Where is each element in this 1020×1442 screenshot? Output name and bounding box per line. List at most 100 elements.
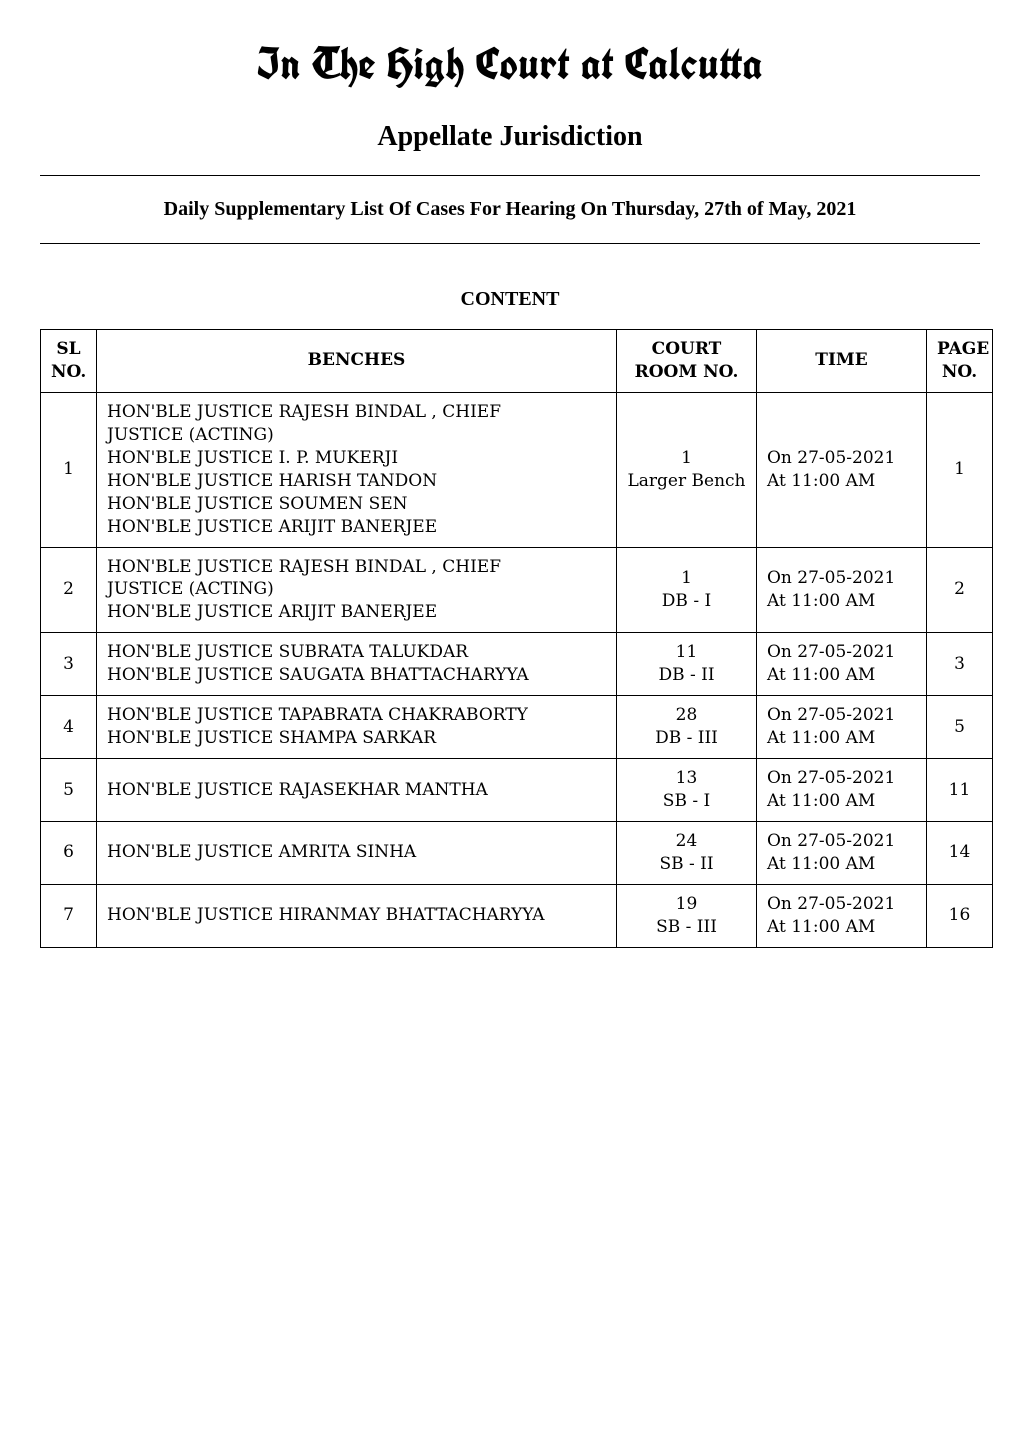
time-line: At 11:00 AM: [767, 591, 875, 611]
bench-line: HON'BLE JUSTICE HIRANMAY BHATTACHARYYA: [107, 905, 544, 925]
col-header-room-l2: ROOM NO.: [635, 362, 739, 382]
time-line: On 27-05-2021: [767, 705, 895, 725]
benches-table: SL NO. BENCHES COURT ROOM NO. TIME PAGE …: [40, 329, 993, 948]
cell-room: 11 DB - II: [617, 633, 757, 696]
col-header-time: TIME: [757, 330, 927, 393]
room-line: 11: [676, 642, 698, 662]
table-row: 6 HON'BLE JUSTICE AMRITA SINHA 24 SB - I…: [41, 821, 993, 884]
cell-room: 13 SB - I: [617, 759, 757, 822]
cell-time: On 27-05-2021 At 11:00 AM: [757, 633, 927, 696]
time-line: At 11:00 AM: [767, 791, 875, 811]
cell-bench: HON'BLE JUSTICE TAPABRATA CHAKRABORTY HO…: [97, 696, 617, 759]
room-line: 1: [681, 448, 692, 468]
room-line: Larger Bench: [628, 471, 746, 491]
room-line: DB - II: [658, 665, 714, 685]
cell-page: 5: [927, 696, 993, 759]
cell-page: 16: [927, 884, 993, 947]
rule-top: [40, 175, 980, 176]
bench-line: HON'BLE JUSTICE ARIJIT BANERJEE: [107, 602, 437, 622]
cell-sl: 5: [41, 759, 97, 822]
room-line: DB - III: [655, 728, 718, 748]
cell-room: 19 SB - III: [617, 884, 757, 947]
bench-line: HON'BLE JUSTICE RAJESH BINDAL , CHIEF: [107, 402, 501, 422]
rule-bottom: [40, 243, 980, 244]
col-header-benches: BENCHES: [97, 330, 617, 393]
room-line: SB - III: [656, 917, 717, 937]
table-row: 7 HON'BLE JUSTICE HIRANMAY BHATTACHARYYA…: [41, 884, 993, 947]
time-line: On 27-05-2021: [767, 768, 895, 788]
time-line: At 11:00 AM: [767, 728, 875, 748]
jurisdiction-subtitle: Appellate Jurisdiction: [40, 121, 980, 153]
cell-bench: HON'BLE JUSTICE RAJESH BINDAL , CHIEF JU…: [97, 547, 617, 633]
table-row: 3 HON'BLE JUSTICE SUBRATA TALUKDAR HON'B…: [41, 633, 993, 696]
bench-line: HON'BLE JUSTICE SUBRATA TALUKDAR: [107, 642, 468, 662]
daily-supplementary-line: Daily Supplementary List Of Cases For He…: [40, 198, 980, 221]
table-row: 2 HON'BLE JUSTICE RAJESH BINDAL , CHIEF …: [41, 547, 993, 633]
masthead-title: In The High Court at Calcutta: [40, 36, 980, 93]
cell-bench: HON'BLE JUSTICE RAJASEKHAR MANTHA: [97, 759, 617, 822]
cell-bench: HON'BLE JUSTICE AMRITA SINHA: [97, 821, 617, 884]
cell-sl: 1: [41, 392, 97, 547]
col-header-page-l2: NO.: [942, 362, 977, 382]
content-heading: CONTENT: [40, 288, 980, 311]
col-header-page-l1: PAGE: [937, 339, 989, 359]
cell-bench: HON'BLE JUSTICE RAJESH BINDAL , CHIEF JU…: [97, 392, 617, 547]
cell-room: 1 DB - I: [617, 547, 757, 633]
time-line: On 27-05-2021: [767, 894, 895, 914]
room-line: 24: [676, 831, 698, 851]
bench-line: HON'BLE JUSTICE HARISH TANDON: [107, 471, 437, 491]
bench-line: HON'BLE JUSTICE SOUMEN SEN: [107, 494, 408, 514]
cell-page: 2: [927, 547, 993, 633]
room-line: SB - II: [659, 854, 713, 874]
cell-time: On 27-05-2021 At 11:00 AM: [757, 392, 927, 547]
table-header-row: SL NO. BENCHES COURT ROOM NO. TIME PAGE …: [41, 330, 993, 393]
time-line: At 11:00 AM: [767, 917, 875, 937]
time-line: On 27-05-2021: [767, 448, 895, 468]
bench-line: HON'BLE JUSTICE RAJASEKHAR MANTHA: [107, 780, 488, 800]
time-line: On 27-05-2021: [767, 568, 895, 588]
cell-room: 28 DB - III: [617, 696, 757, 759]
cell-page: 11: [927, 759, 993, 822]
time-line: On 27-05-2021: [767, 831, 895, 851]
cell-sl: 2: [41, 547, 97, 633]
col-header-sl: SL NO.: [41, 330, 97, 393]
time-line: On 27-05-2021: [767, 642, 895, 662]
bench-line: HON'BLE JUSTICE SAUGATA BHATTACHARYYA: [107, 665, 529, 685]
room-line: 19: [676, 894, 698, 914]
col-header-room-l1: COURT: [652, 339, 722, 359]
col-header-sl-l2: NO.: [51, 362, 86, 382]
bench-line: HON'BLE JUSTICE RAJESH BINDAL , CHIEF: [107, 557, 501, 577]
bench-line: HON'BLE JUSTICE SHAMPA SARKAR: [107, 728, 436, 748]
table-row: 4 HON'BLE JUSTICE TAPABRATA CHAKRABORTY …: [41, 696, 993, 759]
cell-page: 14: [927, 821, 993, 884]
col-header-court-room: COURT ROOM NO.: [617, 330, 757, 393]
room-line: SB - I: [663, 791, 710, 811]
room-line: 1: [681, 568, 692, 588]
bench-line: HON'BLE JUSTICE TAPABRATA CHAKRABORTY: [107, 705, 528, 725]
col-header-sl-l1: SL: [56, 339, 80, 359]
cell-time: On 27-05-2021 At 11:00 AM: [757, 759, 927, 822]
cell-bench: HON'BLE JUSTICE SUBRATA TALUKDAR HON'BLE…: [97, 633, 617, 696]
page-root: In The High Court at Calcutta Appellate …: [0, 0, 1020, 948]
cell-time: On 27-05-2021 At 11:00 AM: [757, 884, 927, 947]
time-line: At 11:00 AM: [767, 665, 875, 685]
cell-sl: 4: [41, 696, 97, 759]
room-line: 13: [676, 768, 698, 788]
cell-time: On 27-05-2021 At 11:00 AM: [757, 547, 927, 633]
time-line: At 11:00 AM: [767, 471, 875, 491]
cell-sl: 6: [41, 821, 97, 884]
time-line: At 11:00 AM: [767, 854, 875, 874]
table-row: 5 HON'BLE JUSTICE RAJASEKHAR MANTHA 13 S…: [41, 759, 993, 822]
bench-line: JUSTICE (ACTING): [107, 579, 274, 599]
cell-room: 24 SB - II: [617, 821, 757, 884]
cell-sl: 3: [41, 633, 97, 696]
cell-sl: 7: [41, 884, 97, 947]
bench-line: HON'BLE JUSTICE ARIJIT BANERJEE: [107, 517, 437, 537]
bench-line: JUSTICE (ACTING): [107, 425, 274, 445]
cell-page: 1: [927, 392, 993, 547]
room-line: 28: [676, 705, 698, 725]
cell-page: 3: [927, 633, 993, 696]
bench-line: HON'BLE JUSTICE I. P. MUKERJI: [107, 448, 398, 468]
room-line: DB - I: [662, 591, 711, 611]
bench-line: HON'BLE JUSTICE AMRITA SINHA: [107, 842, 416, 862]
